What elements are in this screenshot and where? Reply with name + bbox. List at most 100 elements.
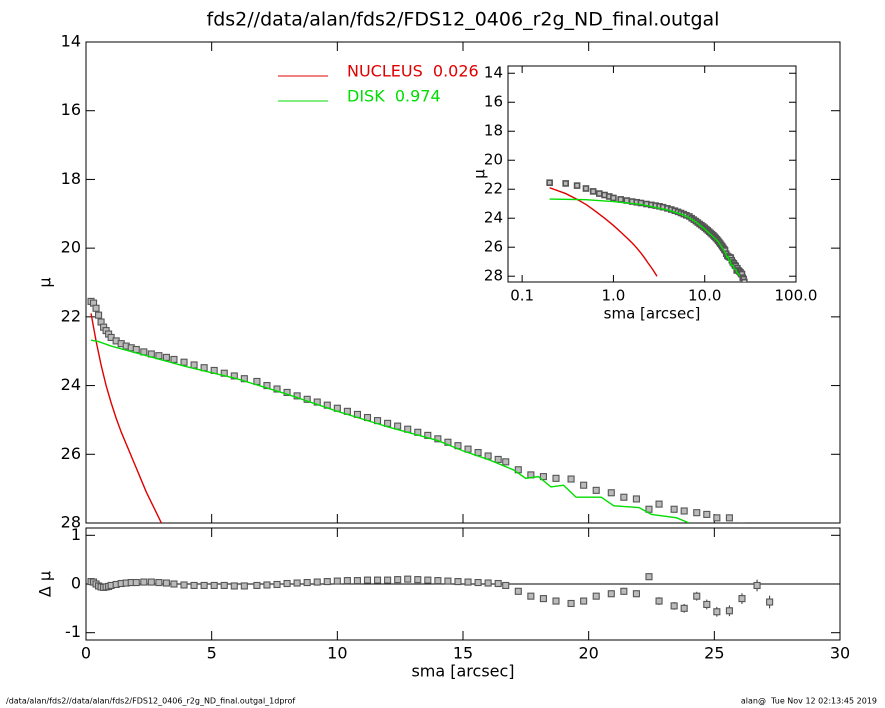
legend-label: NUCLEUS 0.026 — [347, 62, 479, 81]
marker — [273, 580, 281, 589]
marker — [132, 345, 140, 354]
marker — [333, 577, 341, 585]
marker — [474, 578, 482, 587]
marker — [404, 575, 412, 583]
x-axis-label: sma [arcsec] — [604, 305, 701, 323]
x-axis-label: sma [arcsec] — [411, 662, 514, 681]
y-tick-label: 14 — [484, 64, 503, 82]
marker — [610, 194, 617, 202]
marker — [155, 352, 163, 360]
marker — [444, 577, 452, 585]
plot-area — [546, 179, 748, 282]
marker — [220, 581, 228, 590]
marker — [384, 576, 392, 584]
y-tick-label: 18 — [484, 122, 503, 140]
y-tick-label: 18 — [61, 169, 81, 188]
marker — [273, 385, 281, 393]
marker — [562, 180, 569, 187]
marker — [240, 582, 248, 590]
marker — [592, 486, 600, 494]
marker — [92, 304, 100, 312]
marker — [454, 578, 462, 586]
y-tick-label: 22 — [61, 306, 81, 325]
marker — [617, 196, 624, 203]
x-tick-label: 20 — [578, 644, 598, 663]
marker — [210, 581, 218, 590]
marker — [162, 353, 170, 361]
marker — [580, 481, 588, 489]
marker — [147, 578, 155, 586]
marker — [313, 578, 321, 586]
marker — [680, 507, 688, 515]
marker — [632, 590, 640, 598]
y-axis-label: μ — [471, 169, 489, 179]
marker — [283, 388, 291, 396]
marker — [180, 358, 188, 366]
marker — [620, 493, 628, 501]
x-tick-label: 10 — [327, 644, 347, 663]
marker — [394, 422, 402, 430]
marker — [741, 278, 748, 282]
marker — [580, 597, 588, 605]
marker — [373, 576, 382, 584]
marker — [552, 597, 560, 605]
marker — [190, 361, 198, 369]
marker — [607, 590, 615, 598]
marker — [303, 578, 311, 587]
y-tick-label: 24 — [61, 375, 81, 394]
y-tick-label: 0 — [71, 574, 81, 593]
y-tick-label: 26 — [61, 444, 81, 463]
legend-label: DISK 0.974 — [347, 87, 441, 106]
marker — [607, 489, 615, 497]
y-tick-label: 26 — [484, 238, 503, 256]
line — [90, 313, 163, 523]
marker — [170, 580, 178, 588]
marker — [670, 602, 678, 610]
y-tick-label: 16 — [484, 93, 503, 111]
marker — [323, 578, 331, 586]
marker — [595, 190, 603, 197]
marker — [620, 587, 628, 595]
marker — [766, 598, 774, 606]
y-tick-label: 16 — [61, 100, 81, 119]
marker — [155, 578, 163, 587]
marker — [552, 474, 560, 482]
footer-right: alan@ Tue Nov 12 02:13:45 2019 — [741, 697, 877, 706]
marker — [170, 355, 178, 364]
marker — [693, 509, 701, 517]
marker — [693, 592, 701, 600]
x-tick-label: 5 — [207, 644, 217, 663]
chart-title: fds2//data/alan/fds2/FDS12_0406_r2g_ND_f… — [207, 9, 720, 31]
marker — [434, 435, 442, 443]
marker — [414, 576, 422, 584]
marker — [200, 581, 208, 590]
x-tick-label: 100.0 — [775, 287, 818, 305]
marker — [162, 579, 170, 587]
marker — [713, 514, 721, 522]
marker — [363, 576, 372, 584]
marker — [567, 475, 575, 483]
marker — [494, 579, 502, 588]
marker — [434, 577, 442, 585]
line — [90, 339, 690, 523]
marker — [494, 455, 502, 463]
marker — [738, 595, 746, 603]
marker — [655, 597, 663, 605]
marker — [353, 577, 361, 585]
footer-left: /data/alan/fds2//data/alan/fds2/FDS12_04… — [6, 697, 295, 706]
marker — [592, 592, 600, 600]
marker — [539, 473, 547, 481]
marker — [293, 579, 301, 587]
plot-box — [507, 65, 797, 283]
x-tick-label: 0 — [81, 644, 91, 663]
marker — [680, 604, 688, 612]
x-tick-label: 10.0 — [688, 287, 721, 305]
marker — [632, 495, 640, 503]
marker — [725, 514, 733, 522]
marker — [703, 600, 711, 609]
marker — [180, 581, 188, 589]
y-tick-label: 20 — [484, 151, 503, 169]
y-tick-label: 24 — [484, 209, 503, 227]
y-axis-label: Δ μ — [36, 571, 55, 597]
y-axis-label: μ — [36, 277, 55, 287]
